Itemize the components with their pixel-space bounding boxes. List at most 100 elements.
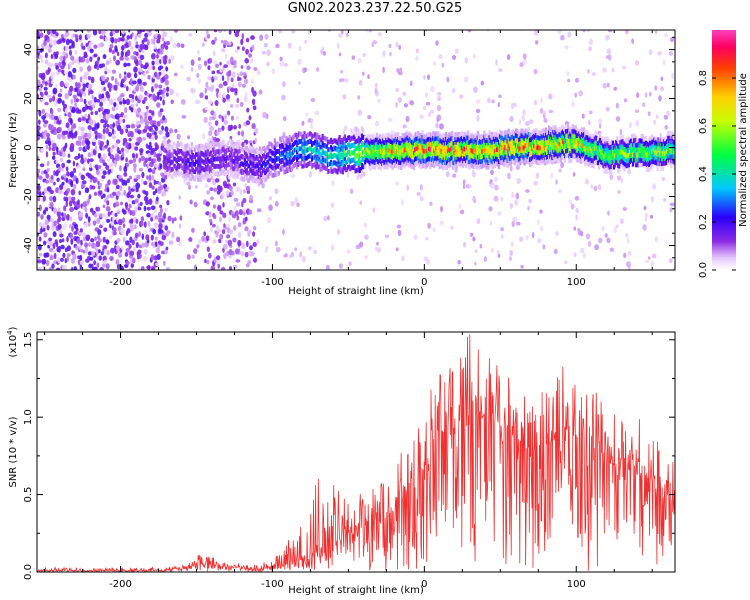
spectrogram-noise-cell: [268, 204, 273, 211]
spectrogram-noise-cell: [65, 166, 69, 172]
spectrogram-noise-cell: [155, 262, 159, 267]
spectrogram-ridge-cell: [190, 142, 193, 147]
spectrogram-ridge-cell: [187, 158, 190, 163]
spectrogram-noise-cell: [331, 244, 335, 251]
spectrogram-ridge-cell: [380, 164, 383, 169]
spectrogram-noise-cell: [79, 66, 83, 72]
spectrogram-noise-cell: [508, 256, 512, 261]
spectrogram-noise-cell: [87, 113, 91, 120]
spectrogram-ridge-cell: [488, 130, 491, 135]
spectrogram-ridge-cell: [260, 178, 264, 183]
spectrogram-noise-cell: [104, 36, 108, 42]
spectrogram-noise-cell: [188, 33, 193, 37]
spectrogram-noise-cell: [115, 202, 120, 207]
spectrogram-noise-cell: [116, 124, 122, 132]
spectrogram-ridge-cell: [249, 160, 252, 165]
spectrogram-ridge-cell: [233, 167, 236, 172]
spectrogram-noise-cell: [230, 124, 234, 131]
spectrogram-ridge-cell: [634, 147, 637, 153]
spectrogram-ridge-cell: [474, 152, 477, 157]
spectrogram-ridge-cell: [493, 134, 496, 139]
spectrogram-noise-cell: [437, 92, 442, 96]
spectrogram-noise-cell: [500, 196, 504, 202]
spectrogram-noise-cell: [145, 190, 149, 197]
spectrogram-noise-cell: [143, 181, 148, 185]
spectrogram-noise-cell: [147, 264, 151, 270]
spectrogram-noise-cell: [132, 246, 137, 252]
spectrogram-ridge-cell: [235, 163, 238, 169]
spectrogram-noise-cell: [92, 251, 95, 257]
spectrogram-noise-cell: [46, 224, 50, 231]
spectrogram-noise-cell: [185, 181, 191, 186]
spectrogram-noise-cell: [439, 123, 444, 130]
spectrogram-ridge-cell: [242, 162, 245, 168]
spectrogram-noise-cell: [287, 42, 292, 49]
spectrogram-noise-cell: [162, 87, 166, 94]
spectrogram-noise-cell: [214, 36, 217, 42]
spectrogram-ridge-cell: [193, 154, 197, 160]
spectrogram-noise-cell: [44, 52, 48, 59]
spectrogram-noise-cell: [114, 245, 117, 252]
spectrogram-noise-cell: [438, 54, 443, 60]
spectrogram-noise-cell: [219, 233, 224, 240]
spectrogram-noise-cell: [93, 266, 98, 270]
spectrogram-noise-cell: [110, 247, 115, 254]
spectrogram-noise-cell: [79, 76, 83, 83]
spectrogram-noise-cell: [51, 263, 55, 269]
spectrogram-noise-cell: [63, 70, 69, 75]
spectrogram-ridge-cell: [598, 165, 601, 170]
spectrogram-ridge-cell: [454, 132, 457, 137]
spectrogram-ridge-cell: [357, 135, 360, 141]
spectrogram-ridge-cell: [258, 168, 261, 173]
spectrogram-noise-cell: [395, 181, 399, 186]
spectrogram-noise-cell: [427, 112, 432, 117]
spectrogram-noise-cell: [138, 94, 143, 101]
spectrogram-ridge-cell: [625, 149, 628, 154]
spectrogram-noise-cell: [218, 83, 223, 89]
spectrogram-noise-cell: [316, 67, 320, 72]
spectrogram-noise-cell: [359, 241, 364, 248]
spectrogram-noise-cell: [60, 157, 63, 162]
spectrogram-ridge-cell: [517, 129, 520, 134]
spectrogram-noise-cell: [228, 30, 232, 35]
spectrogram-ridge-cell: [282, 151, 285, 157]
spectrogram-ridge-cell: [474, 132, 477, 138]
spectrogram-noise-cell: [180, 43, 185, 49]
spectrogram-noise-cell: [150, 234, 154, 241]
spectrogram-noise-cell: [451, 87, 456, 94]
spectrogram-noise-cell: [269, 196, 272, 201]
spectrogram-noise-cell: [213, 75, 218, 81]
spectrogram-noise-cell: [126, 72, 132, 79]
spectrogram-ridge-cell: [325, 144, 328, 149]
spectrogram-noise-cell: [144, 124, 150, 130]
spectrogram-noise-cell: [57, 246, 61, 250]
spectrogram-ridge-cell: [591, 143, 594, 148]
spectrogram-ridge-cell: [309, 161, 312, 166]
spectrogram-ridge-cell: [216, 141, 219, 147]
spectrogram-noise-cell: [145, 70, 149, 74]
spectrogram-ridge-cell: [385, 162, 388, 167]
spectrogram-noise-cell: [105, 115, 110, 121]
spectrogram-noise-cell: [106, 187, 110, 193]
spectrogram-ridge-cell: [516, 128, 519, 134]
spectrogram-noise-cell: [663, 198, 667, 202]
spectrogram-noise-cell: [210, 196, 214, 201]
spectrogram-ridge-cell: [184, 144, 187, 149]
spectrogram-ridge-cell: [391, 135, 394, 141]
spectrogram-ridge-cell: [316, 132, 319, 138]
spectrogram-ridge-cell: [341, 162, 344, 167]
spectrogram-ridge-cell: [302, 163, 305, 169]
spectrogram-ridge-cell: [173, 149, 176, 154]
spectrogram-noise-cell: [525, 189, 530, 193]
spectrogram-noise-cell: [118, 150, 122, 155]
spectrogram-noise-cell: [89, 48, 94, 54]
spectrogram-ridge-cell: [207, 151, 210, 157]
spectrogram-noise-cell: [278, 30, 282, 34]
spectrogram-ridge-cell: [541, 135, 544, 140]
spectrogram-ridge-cell: [552, 125, 555, 130]
spectrogram-ridge-cell: [199, 162, 202, 168]
spectrogram-ridge-cell: [553, 152, 556, 158]
spectrogram-ridge-cell: [250, 154, 253, 159]
spectrogram-noise-cell: [669, 37, 675, 43]
spectrogram-noise-cell: [141, 233, 144, 240]
